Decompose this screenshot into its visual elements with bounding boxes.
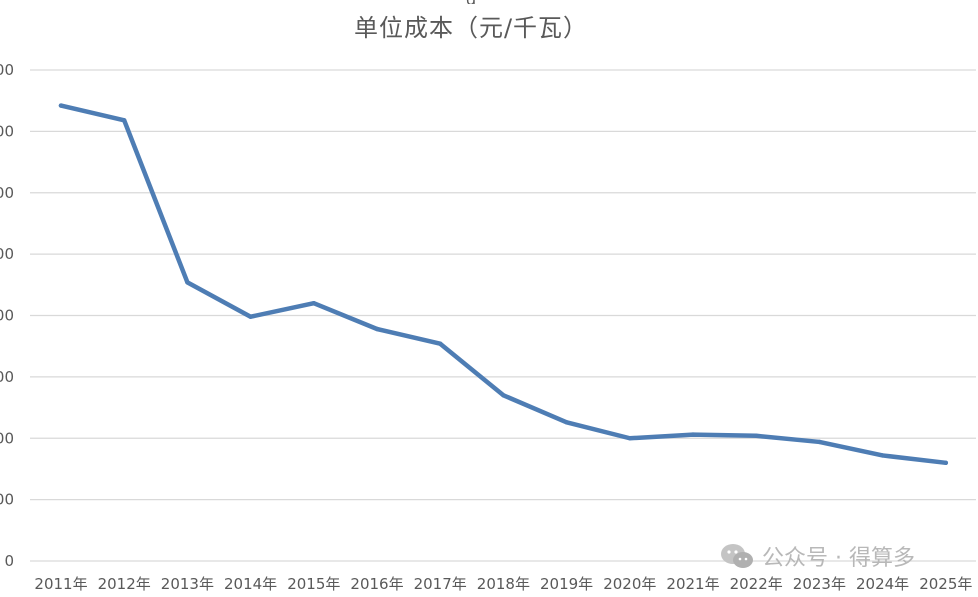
x-tick-label: 2018年 bbox=[477, 575, 530, 593]
y-tick-label: 000 bbox=[0, 429, 14, 447]
x-tick-label: 2021年 bbox=[666, 575, 719, 593]
watermark-text: 公众号 · 得算多 bbox=[762, 546, 915, 571]
data-point bbox=[311, 301, 316, 306]
x-tick-label: 2013年 bbox=[161, 575, 214, 593]
data-point bbox=[58, 103, 64, 108]
data-point bbox=[943, 460, 948, 465]
x-tick-label: 2011年 bbox=[34, 575, 87, 593]
x-tick-label: 2025年 bbox=[919, 575, 972, 593]
y-tick-label: 000 bbox=[0, 307, 14, 325]
data-point bbox=[501, 393, 506, 398]
data-point bbox=[438, 341, 443, 346]
x-tick-label: 2017年 bbox=[414, 575, 467, 593]
y-tick-label: 000 bbox=[0, 368, 14, 386]
x-tick-label: 2023年 bbox=[793, 575, 846, 593]
data-point bbox=[817, 439, 822, 445]
y-tick-label: 000 bbox=[0, 122, 14, 140]
x-tick-label: 2012年 bbox=[98, 575, 151, 593]
x-tick-label: 2015年 bbox=[287, 575, 340, 593]
x-tick-label: 2016年 bbox=[350, 575, 403, 593]
x-tick-label: 2024年 bbox=[856, 575, 909, 593]
series-line bbox=[58, 103, 949, 466]
data-point bbox=[880, 453, 885, 458]
data-point bbox=[185, 280, 190, 285]
x-tick-label: 2020年 bbox=[603, 575, 656, 593]
chart-title: 单位成本（元/千瓦） bbox=[353, 14, 589, 42]
x-tick-label: 2019年 bbox=[540, 575, 593, 593]
data-point bbox=[122, 118, 127, 123]
x-tick-label: 2022年 bbox=[730, 575, 783, 593]
y-tick-label: 000 bbox=[0, 184, 14, 202]
y-tick-label: 000 bbox=[0, 245, 14, 263]
wechat-icon bbox=[721, 544, 753, 568]
data-point bbox=[690, 432, 696, 437]
data-point bbox=[627, 436, 632, 441]
x-tick-label: 2014年 bbox=[224, 575, 277, 593]
y-tick-label: 0 bbox=[4, 552, 14, 570]
data-point bbox=[754, 433, 759, 438]
y-tick-label: 000 bbox=[0, 491, 14, 509]
data-point bbox=[374, 326, 380, 332]
clipped-top-glyph: g bbox=[466, 0, 484, 4]
data-point bbox=[564, 420, 569, 425]
watermark: 公众号 · 得算多 bbox=[720, 540, 915, 572]
y-tick-label: 000 bbox=[0, 61, 14, 79]
data-point bbox=[248, 314, 253, 319]
